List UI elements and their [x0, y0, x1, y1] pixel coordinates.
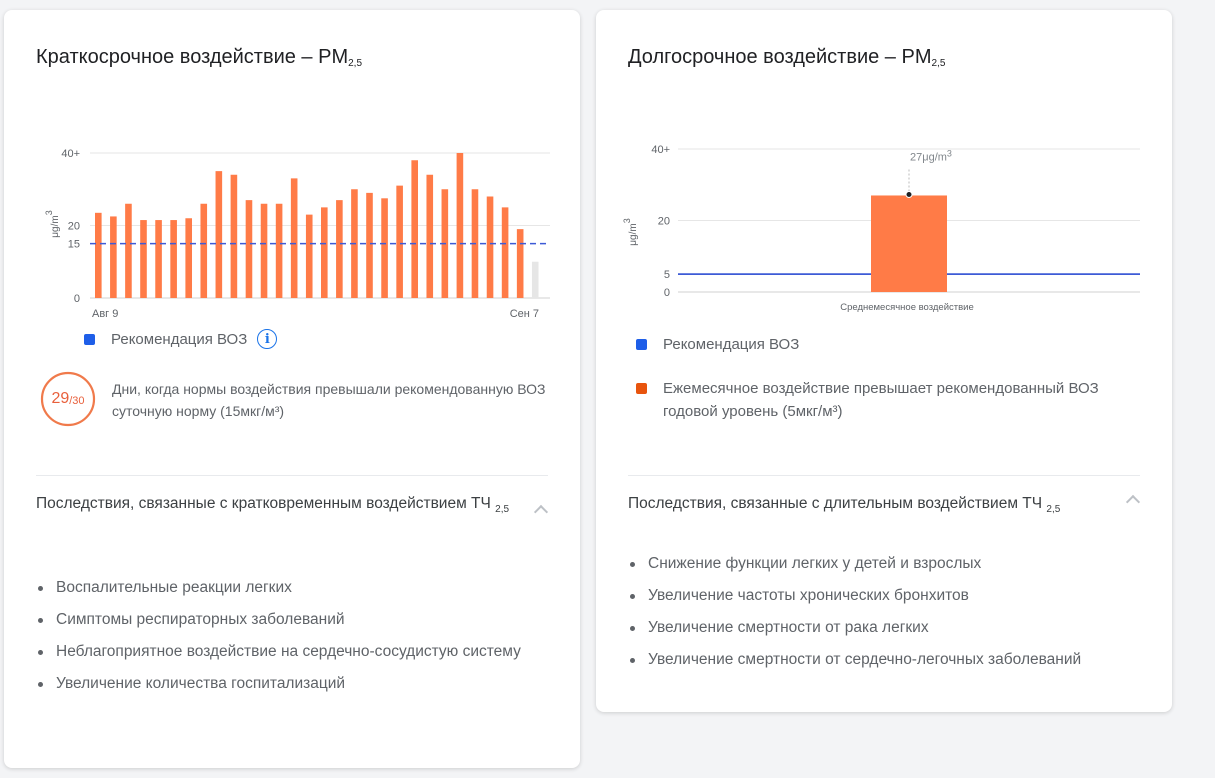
bar[interactable]	[486, 196, 494, 299]
days-total: /30	[69, 394, 85, 407]
y-tick-label: 5	[664, 269, 670, 281]
bar[interactable]	[411, 160, 419, 298]
x-axis-end-label: Сен 7	[510, 308, 539, 320]
long-term-effects-heading[interactable]: Последствия, связанные с длительным возд…	[628, 495, 1061, 515]
exceed-legend-swatch	[636, 383, 647, 394]
info-icon[interactable]: i	[257, 329, 278, 349]
bar[interactable]	[125, 203, 132, 298]
bar[interactable]	[305, 214, 313, 298]
bar[interactable]	[95, 212, 102, 298]
list-item: Неблагоприятное воздействие на сердечно-…	[36, 636, 536, 668]
ring-graphic	[40, 371, 96, 427]
list-item: Увеличение смертности от рака легких	[628, 612, 1148, 644]
bar[interactable]	[336, 200, 343, 298]
days-count: 29	[51, 390, 70, 407]
who-legend: Рекомендация ВОЗ	[636, 336, 799, 353]
exceed-legend: Ежемесячное воздействие превышает рекоме…	[636, 377, 1146, 423]
value-point	[905, 190, 913, 198]
list-item: Увеличение количества госпитализаций	[36, 668, 536, 700]
x-axis-start-label: Авг 9	[92, 308, 118, 320]
y-axis-label: μg/m3	[622, 218, 639, 245]
bar[interactable]	[230, 174, 238, 298]
bar[interactable]	[290, 178, 298, 298]
y-axis-label: μg/m3	[44, 210, 61, 237]
bar[interactable]	[200, 203, 208, 298]
daily-exposure-chart: 0 15 20 40+ μg/m3 Авг 9 Сен 7	[44, 148, 550, 320]
long-term-card: Долгосрочное воздействие – PM2,5 27μg/m3…	[596, 10, 1172, 712]
who-legend: Рекомендация ВОЗ i	[84, 329, 278, 349]
list-item: Снижение функции легких у детей и взросл…	[628, 548, 1148, 580]
long-term-effects-list: Снижение функции легких у детей и взросл…	[628, 548, 1148, 676]
list-item: Увеличение частоты хронических бронхитов	[628, 580, 1148, 612]
who-legend-swatch	[636, 339, 647, 350]
bar[interactable]	[260, 203, 268, 298]
bar[interactable]	[155, 220, 162, 298]
bar[interactable]	[396, 185, 403, 298]
bar[interactable]	[531, 261, 539, 298]
bar[interactable]	[501, 207, 509, 298]
y-tick-label: 40+	[61, 148, 80, 160]
bar[interactable]	[275, 203, 283, 298]
bar[interactable]	[516, 229, 524, 298]
bar[interactable]	[426, 174, 434, 298]
bar[interactable]	[381, 198, 388, 298]
y-tick-label: 40+	[651, 144, 670, 156]
bar[interactable]	[321, 207, 328, 298]
chevron-up-icon[interactable]	[1125, 494, 1141, 510]
monthly-exposure-chart: 27μg/m3 0 5 20 40+ μg/m3 Среднемесячное воз…	[622, 144, 1140, 313]
divider	[628, 475, 1140, 476]
y-tick-label: 0	[74, 293, 80, 305]
short-term-effects-list: Воспалительные реакции легких Симптомы р…	[36, 572, 536, 700]
divider	[36, 475, 548, 476]
bar[interactable]	[140, 220, 147, 298]
who-legend-swatch	[84, 333, 95, 345]
bar[interactable]	[170, 220, 177, 298]
short-term-title: Краткосрочное воздействие – PM2,5	[36, 46, 363, 69]
short-term-card: Краткосрочное воздействие – PM2,5 0 15 20 4…	[4, 10, 580, 768]
bar[interactable]	[456, 153, 464, 298]
bar[interactable]	[245, 200, 253, 298]
who-legend-label: Рекомендация ВОЗ	[111, 330, 248, 348]
list-item: Увеличение смертности от сердечно-легочн…	[628, 644, 1148, 676]
days-exceeded-description: Дни, когда нормы воздействия превышали р…	[112, 381, 546, 419]
y-tick-label: 0	[664, 287, 670, 299]
exceed-legend-label: Ежемесячное воздействие превышает рекоме…	[663, 380, 1099, 420]
long-term-title: Долгосрочное воздействие – PM2,5	[628, 46, 946, 69]
bar[interactable]	[366, 192, 373, 298]
days-exceeded-ring: 29/30	[40, 371, 96, 427]
y-tick-label: 20	[658, 216, 670, 228]
short-term-effects-heading[interactable]: Последствия, связанные с кратковременным…	[36, 495, 510, 515]
y-tick-label: 20	[68, 221, 80, 233]
who-legend-label: Рекомендация ВОЗ	[663, 336, 800, 353]
bar[interactable]	[871, 195, 947, 292]
list-item: Воспалительные реакции легких	[36, 572, 536, 604]
list-item: Симптомы респираторных заболеваний	[36, 604, 536, 636]
bar-value-label: 27μg/m3	[910, 148, 952, 163]
x-category-label: Среднемесячное воздействие	[840, 302, 974, 313]
chevron-up-icon[interactable]	[533, 504, 549, 520]
y-tick-label: 15	[68, 239, 80, 251]
bar[interactable]	[185, 218, 193, 298]
bar[interactable]	[215, 171, 223, 298]
bar[interactable]	[110, 216, 117, 298]
